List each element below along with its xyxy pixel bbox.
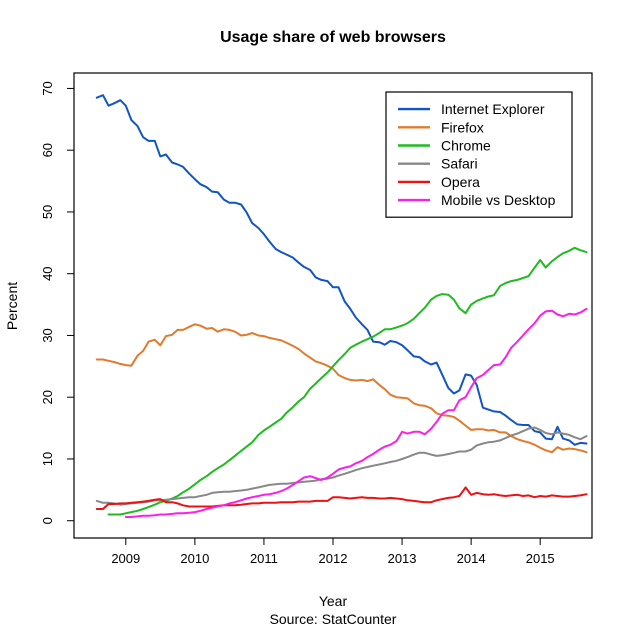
y-tick-label: 70 [40,81,55,95]
y-axis: 0 10 20 30 40 50 60 70 [40,81,74,524]
y-tick-label: 50 [40,205,55,219]
legend-label-safari: Safari [441,156,478,172]
y-tick-label: 0 [40,517,55,524]
x-tick-label: 2011 [250,551,278,566]
x-tick-label: 2012 [319,551,348,566]
legend-label-internet-explorer: Internet Explorer [441,101,545,117]
y-tick-label: 30 [40,328,55,342]
legend-label-mobile-vs-desktop: Mobile vs Desktop [441,192,556,208]
x-axis-label: Year [319,593,348,609]
x-axis: 2009 2010 2011 2012 2013 2014 2015 [111,538,555,566]
y-tick-label: 60 [40,143,55,157]
legend-label-firefox: Firefox [441,119,484,135]
series-line-internet-explorer [95,94,588,446]
series-line-safari [95,426,588,506]
y-tick-label: 40 [40,266,55,280]
legend-label-chrome: Chrome [441,138,491,154]
series-line-chrome [107,246,588,516]
y-tick-label: 20 [40,390,55,404]
chart-title: Usage share of web browsers [220,29,446,46]
x-tick-label: 2014 [457,551,486,566]
legend-box [385,91,573,218]
x-tick-label: 2015 [526,551,555,566]
x-tick-label: 2009 [111,551,140,566]
x-tick-label: 2013 [388,551,417,566]
series-lines [95,94,588,518]
y-tick-label: 10 [40,452,55,466]
y-axis-label: Percent [4,282,20,330]
series-line-firefox [95,323,588,454]
legend: Internet Explorer Firefox Chrome Safari Oper… [385,91,573,218]
source-note: Source: StatCounter [270,611,397,627]
series-line-mobile-vs-desktop [124,307,588,518]
x-tick-label: 2010 [180,551,209,566]
series-line-opera [95,486,588,510]
legend-label-opera: Opera [441,174,480,190]
